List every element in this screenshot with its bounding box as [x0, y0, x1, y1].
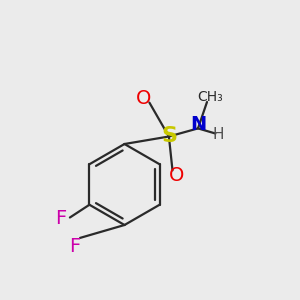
Text: F: F — [69, 237, 81, 256]
Text: O: O — [168, 166, 184, 185]
Text: H: H — [213, 127, 224, 142]
Text: O: O — [136, 88, 152, 108]
Text: N: N — [190, 115, 206, 134]
Text: CH₃: CH₃ — [198, 90, 224, 104]
Text: F: F — [55, 209, 67, 229]
Text: S: S — [161, 127, 177, 146]
